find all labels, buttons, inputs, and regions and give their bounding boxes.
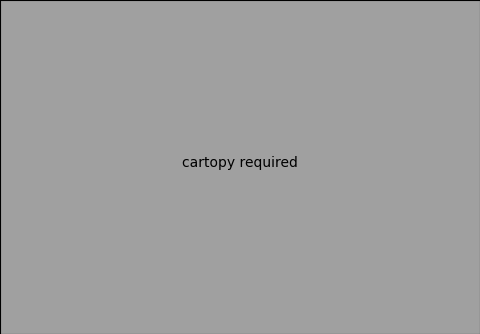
Text: cartopy required: cartopy required [182, 156, 298, 170]
